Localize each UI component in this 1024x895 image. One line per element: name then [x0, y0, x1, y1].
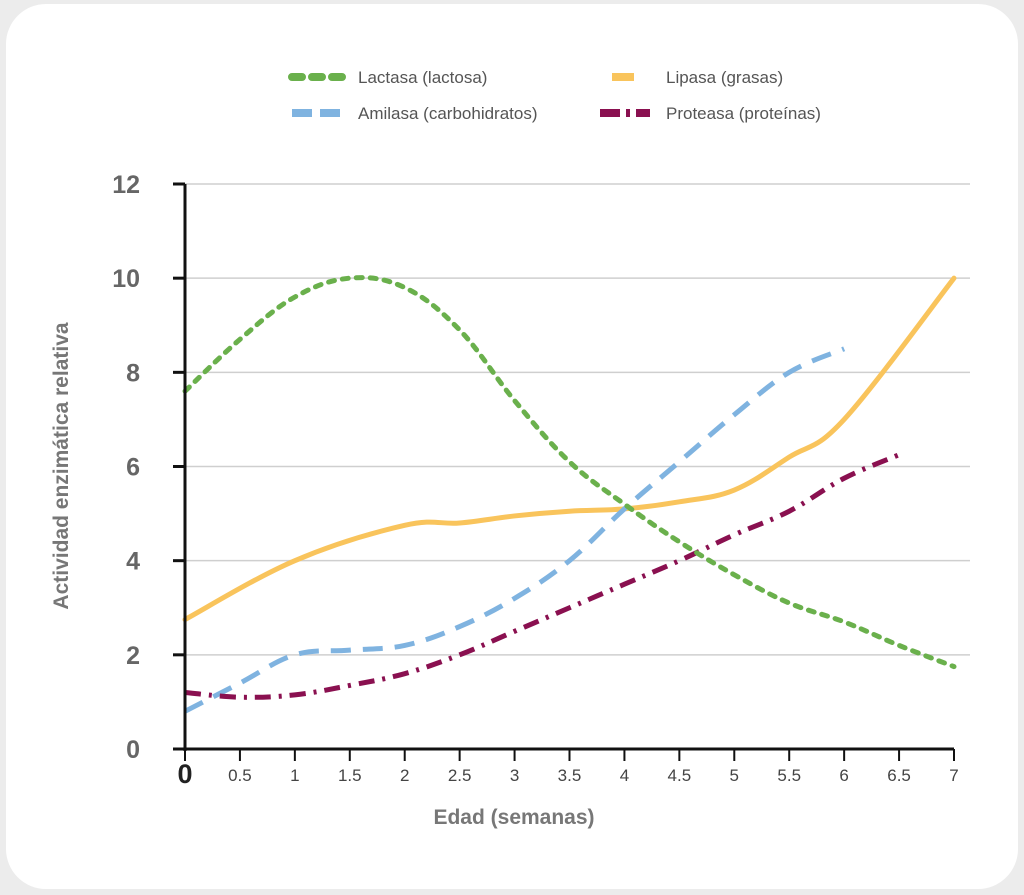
x-tick-label: 6: [839, 766, 848, 785]
y-axis-title: Actividad enzimática relativa: [50, 322, 73, 609]
x-tick-label: 2.5: [448, 766, 472, 785]
x-tick-label: 5.5: [777, 766, 801, 785]
x-axis-title: Edad (semanas): [433, 806, 594, 829]
series-line-1: [183, 346, 846, 714]
series-line-3: [184, 452, 901, 700]
x-tick-label: 4.5: [668, 766, 692, 785]
y-tick-label: 4: [126, 548, 140, 576]
series-line-0: [182, 275, 957, 670]
x-tick-label: 1: [290, 766, 299, 785]
x-tick-label: 3.5: [558, 766, 582, 785]
y-tick-label: 0: [126, 736, 140, 764]
x-tick-label: 4: [620, 766, 629, 785]
x-tick-label: 5: [730, 766, 739, 785]
y-tick-label: 12: [112, 171, 140, 199]
x-tick-label: 7: [949, 766, 958, 785]
legend-label: Proteasa (proteínas): [666, 104, 821, 123]
series-line-2: [182, 275, 957, 623]
y-tick-label: 10: [112, 265, 140, 293]
legend-label: Lactasa (lactosa): [358, 68, 487, 87]
legend-label: Lipasa (grasas): [666, 68, 783, 87]
chart-card: [6, 4, 1018, 889]
x-tick-label: 0.5: [228, 766, 252, 785]
x-tick-label: 0: [177, 759, 192, 789]
legend-label: Amilasa (carbohidratos): [358, 104, 538, 123]
x-tick-label: 3: [510, 766, 519, 785]
y-tick-label: 2: [126, 642, 140, 670]
y-tick-label: 8: [126, 359, 140, 387]
y-tick-label: 6: [126, 454, 140, 482]
x-tick-label: 1.5: [338, 766, 362, 785]
x-tick-label: 6.5: [887, 766, 911, 785]
x-tick-label: 2: [400, 766, 409, 785]
